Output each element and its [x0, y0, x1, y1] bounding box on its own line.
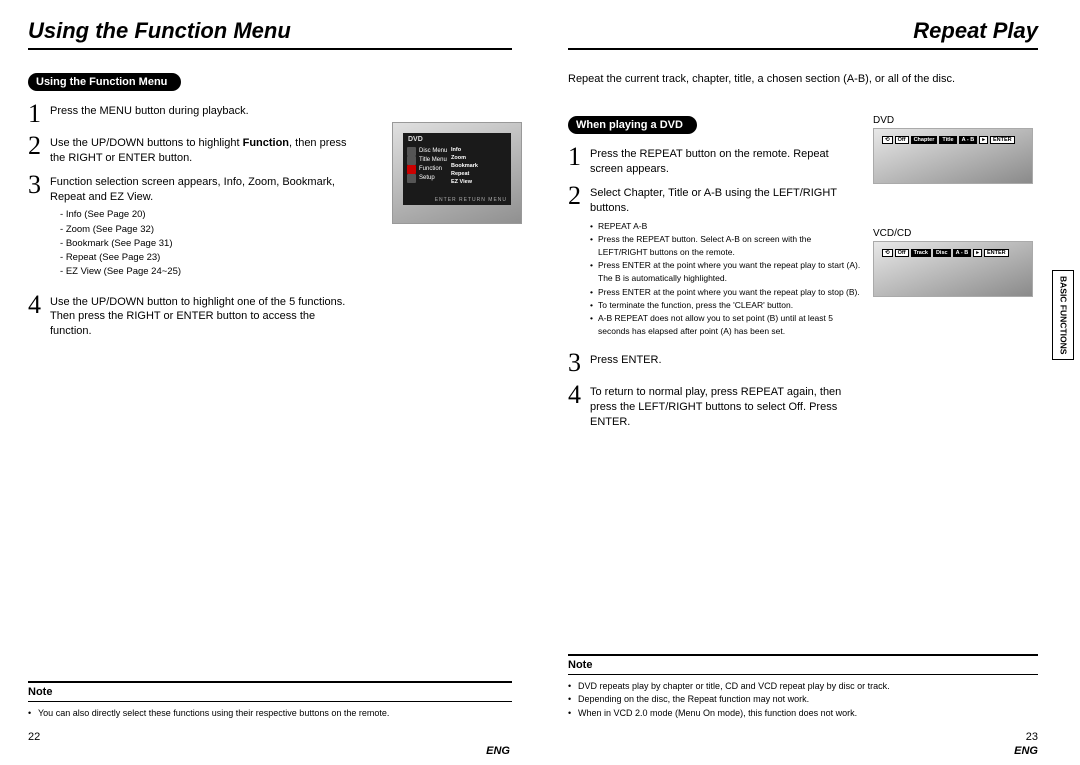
osd-column: DVD ⟲ Off Chapter Title A - B ▸ ENTER VC…	[873, 115, 1038, 435]
lang-label: ENG	[1014, 745, 1038, 757]
step-list-left: 1 Press the MENU button during playback.…	[28, 101, 358, 339]
step-list-right: 1 Press the REPEAT button on the remote.…	[568, 144, 861, 429]
tv-submenu: Info Zoom Bookmark Repeat EZ View	[451, 147, 478, 187]
note-body: •DVD repeats play by chapter or title, C…	[568, 675, 1038, 721]
section-pill-function-menu: Using the Function Menu	[28, 73, 181, 91]
step: 3 Press ENTER.	[568, 350, 861, 376]
note-heading: Note	[568, 654, 1038, 675]
osd-vcd-cd: ⟲ Off Track Disc A - B ▸ ENTER	[873, 241, 1033, 297]
step: 3 Function selection screen appears, Inf…	[28, 172, 358, 286]
page-number: 23	[1026, 731, 1038, 743]
note-body: •You can also directly select these func…	[28, 702, 512, 721]
step-body: Use the UP/DOWN buttons to highlight Fun…	[50, 133, 358, 166]
page-number: 22	[28, 731, 40, 743]
side-tab-basic-functions: BASIC FUNCTIONS	[1052, 270, 1074, 360]
lang-label: ENG	[486, 745, 510, 757]
page-title-left: Using the Function Menu	[28, 18, 512, 50]
tv-menu: Disc Menu Title Menu Function Setup	[407, 147, 447, 183]
step: 4 Use the UP/DOWN button to highlight on…	[28, 292, 358, 340]
step: 1 Press the REPEAT button on the remote.…	[568, 144, 861, 177]
note-heading: Note	[28, 681, 512, 702]
step: 1 Press the MENU button during playback.	[28, 101, 358, 127]
sub-list: - Info (See Page 20) - Zoom (See Page 32…	[60, 208, 358, 279]
osd-dvd: ⟲ Off Chapter Title A - B ▸ ENTER	[873, 128, 1033, 184]
page-title-right: Repeat Play	[568, 18, 1038, 50]
intro-text: Repeat the current track, chapter, title…	[568, 72, 1038, 87]
tv-figure: DVD Disc Menu Title Menu Function Setup …	[392, 122, 522, 224]
section-pill-dvd: When playing a DVD	[568, 116, 697, 134]
step: 2 Select Chapter, Title or A-B using the…	[568, 183, 861, 344]
step: 2 Use the UP/DOWN buttons to highlight F…	[28, 133, 358, 166]
page-22: Using the Function Menu Using the Functi…	[0, 0, 540, 765]
repeat-ab-list: •REPEAT A-B •Press the REPEAT button. Se…	[590, 220, 861, 339]
step: 4 To return to normal play, press REPEAT…	[568, 382, 861, 430]
page-23: Repeat Play Repeat the current track, ch…	[540, 0, 1080, 765]
